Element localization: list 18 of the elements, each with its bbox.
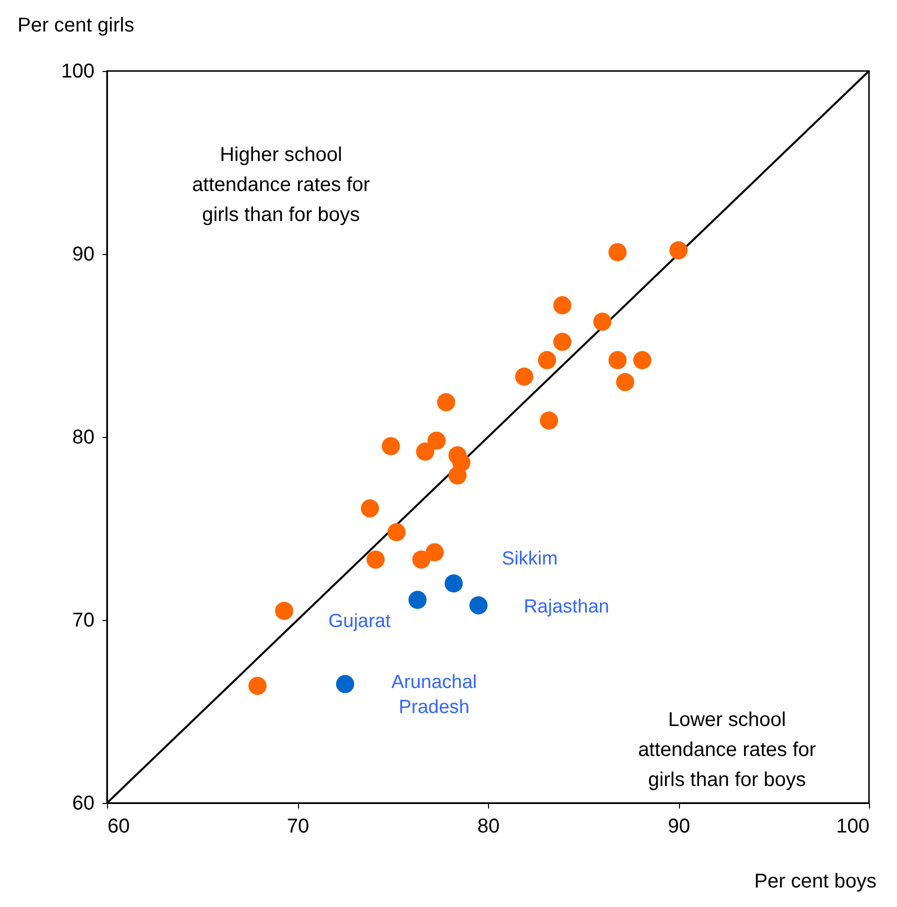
annotation: Arunachal Pradesh (391, 672, 477, 718)
annotation: Rajasthan (524, 596, 610, 618)
annotation: Lower school attendance rates for girls than for boys (638, 709, 816, 791)
y-tick-label: 80 (72, 426, 94, 448)
x-axis-title: Per cent boys (754, 870, 876, 892)
x-tick-label: 100 (836, 816, 870, 838)
y-tick-label: 60 (72, 792, 94, 814)
y-tick-label: 90 (72, 244, 94, 266)
x-tick-label: 80 (477, 816, 500, 838)
annotation: Higher school attendance rates for girls than for boys (192, 144, 370, 226)
y-tick-label: 100 (61, 60, 94, 82)
annotation: Gujarat (328, 610, 392, 632)
x-tick-label: 60 (108, 816, 130, 838)
x-tick-label: 70 (286, 816, 310, 838)
y-axis-title: Per cent girls (18, 14, 134, 36)
y-tick-label: 70 (72, 610, 94, 632)
x-tick-label: 90 (668, 816, 690, 838)
annotation: Sikkim (502, 548, 558, 570)
